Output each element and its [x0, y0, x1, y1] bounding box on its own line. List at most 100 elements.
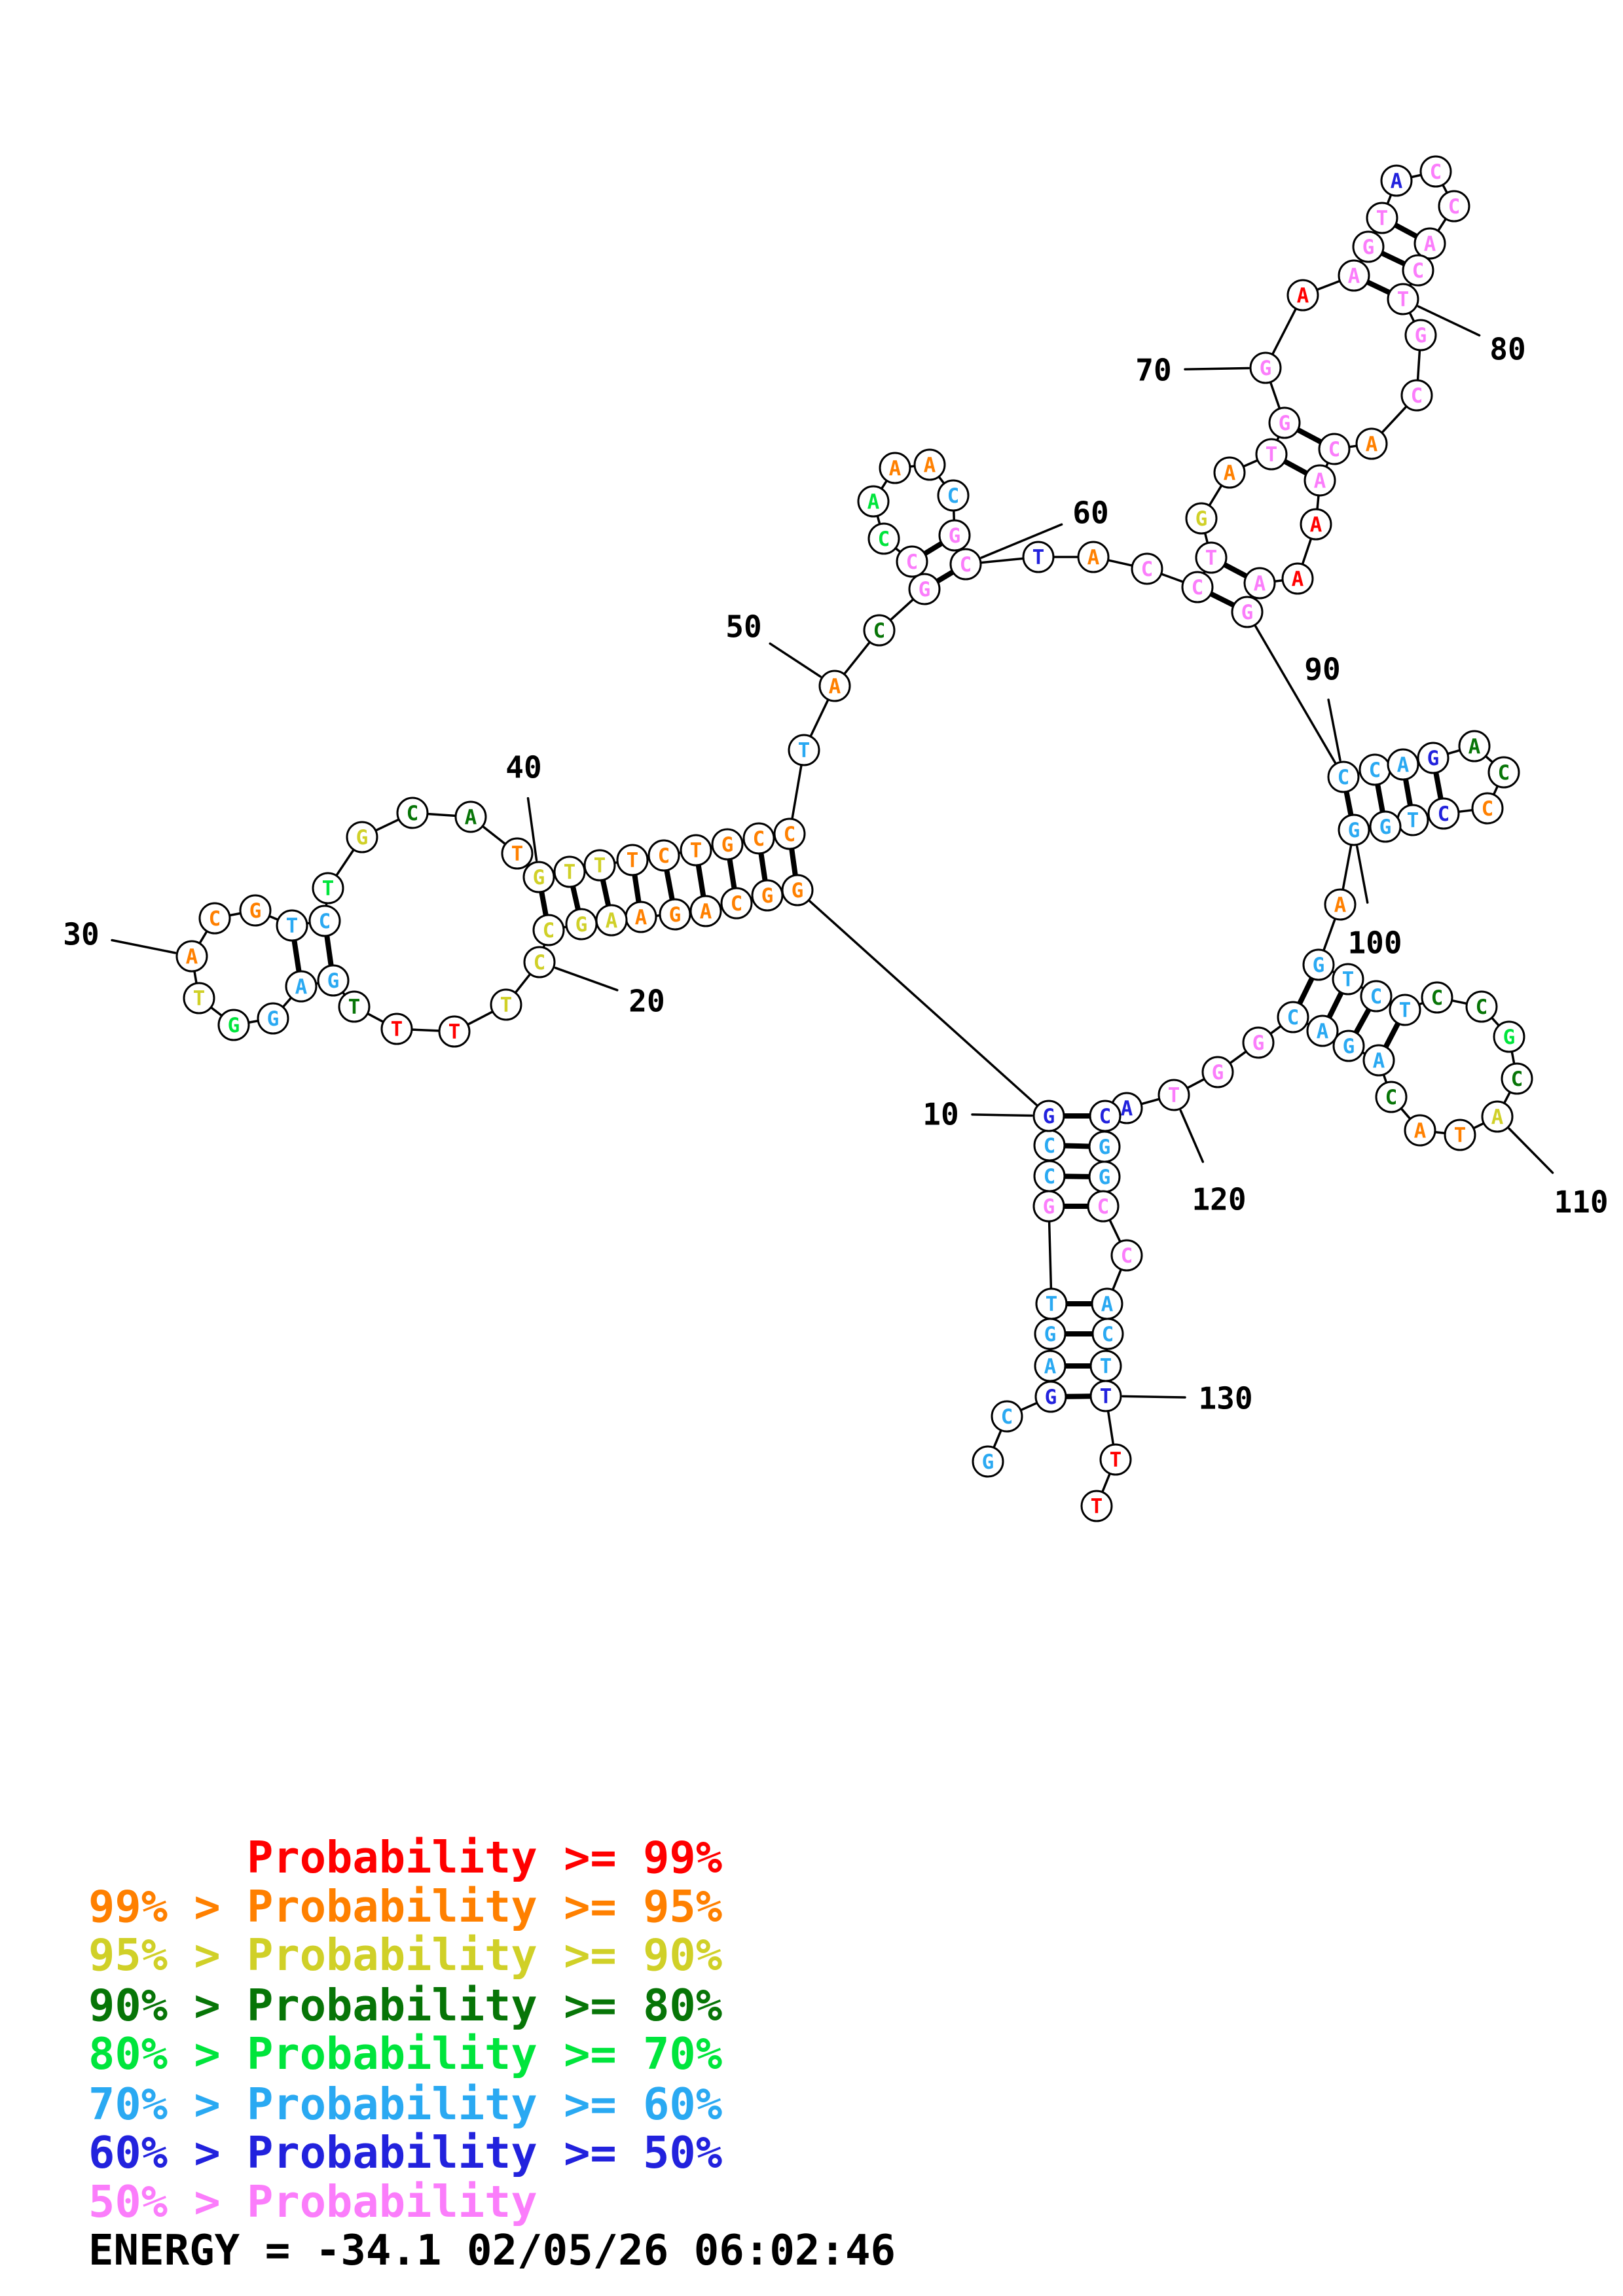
nucleotide-base-A78: A: [1424, 232, 1436, 256]
nucleotide-circle-C60: [949, 548, 982, 581]
nucleotide-circle-C97: [1427, 797, 1460, 830]
nucleotide-base-T21: T: [500, 994, 513, 1017]
nucleotide-circle-G108: [1493, 1020, 1525, 1053]
backbone-segment: [938, 476, 945, 484]
nucleotide-circle-G100: [1338, 814, 1370, 846]
nucleotide-circle-C58: [937, 479, 970, 512]
nucleotide-base-C9: C: [1044, 1134, 1056, 1158]
nucleotide-circle-T49: [788, 734, 820, 766]
backbone-segment: [1186, 1078, 1205, 1089]
label-leader-line: [1508, 1127, 1554, 1174]
nucleotide-circle-A72: [1338, 259, 1370, 292]
basepair-bond: [1383, 1020, 1401, 1050]
backbone-segment: [808, 899, 1038, 1107]
backbone-segment: [1243, 459, 1258, 468]
nucleotide-circle-G40: [522, 861, 555, 893]
nucleotide-base-C117: C: [1287, 1006, 1300, 1030]
backbone-segment: [467, 1011, 494, 1026]
nucleotide-base-C79: C: [1412, 259, 1425, 283]
nucleotide-circle-A110: [1481, 1100, 1514, 1133]
basepair-bond: [1403, 776, 1413, 808]
nucleotide-circle-T35: [312, 872, 344, 905]
backbone-segment: [1276, 436, 1280, 441]
basepair-bond: [1208, 591, 1237, 608]
backbone-segment: [1160, 573, 1184, 583]
nucleotide-circle-C117: [1277, 1001, 1309, 1033]
nucleotide-circle-A4: [1034, 1350, 1067, 1382]
nucleotide-base-A17: A: [606, 909, 618, 933]
nucleotide-circle-G115: [1332, 1030, 1365, 1062]
nucleotide-circle-G70: [1249, 351, 1282, 384]
nucleotide-base-A55: A: [867, 490, 880, 514]
nucleotide-circle-T74: [1366, 202, 1398, 234]
nucleotide-base-G25: G: [327, 969, 340, 993]
nucleotide-circle-C96: [1471, 792, 1504, 825]
nucleotide-base-G89: G: [1241, 601, 1254, 624]
nucleotide-base-T120: T: [1168, 1084, 1180, 1107]
nucleotide-circle-T41: [553, 855, 586, 888]
backbone-segment: [1400, 1107, 1412, 1120]
label-leader-line: [1179, 1109, 1205, 1163]
nucleotide-base-T103: T: [1342, 968, 1355, 992]
backbone-segment: [1493, 785, 1499, 795]
energy-line: ENERGY = -34.1 02/05/26 06:02:46: [88, 2227, 896, 2275]
nucleotide-circle-C19: [532, 914, 565, 946]
nucleotide-base-C96: C: [1482, 797, 1494, 821]
nucleotide-base-A101: A: [1334, 893, 1347, 917]
nucleotide-circle-T80: [1387, 283, 1419, 315]
nucleotide-circle-C44: [647, 839, 680, 872]
nucleotide-circle-G32: [239, 894, 272, 927]
nucleotide-circle-G93: [1417, 742, 1450, 774]
backbone-segment: [1434, 1130, 1446, 1135]
nucleotide-base-C91: C: [1369, 759, 1381, 782]
nucleotide-base-C104: C: [1370, 985, 1383, 1009]
nucleotide-circle-G18: [565, 908, 598, 941]
nucleotide-base-C54: C: [878, 528, 890, 551]
backbone-segment: [193, 970, 198, 984]
nucleotide-circle-G27: [257, 1002, 289, 1035]
basepair-bond: [1222, 562, 1249, 579]
backbone-segment: [335, 849, 355, 876]
nucleotide-base-T41: T: [564, 861, 576, 884]
nucleotide-base-C34: C: [319, 910, 331, 933]
basepair-bond: [1375, 781, 1385, 815]
nucleotide-circle-C109: [1501, 1062, 1533, 1095]
nucleotide-circle-T61: [1022, 541, 1055, 573]
nucleotide-base-A94: A: [1468, 735, 1481, 759]
basepair-bond: [539, 889, 549, 918]
legend-item-3: 95% > Probability >= 90%: [88, 1929, 722, 1981]
backbone-segment: [1418, 1001, 1424, 1006]
basepair-bond: [922, 541, 945, 556]
backbone-segment: [1447, 749, 1461, 755]
nucleotide-circle-A67: [1213, 456, 1246, 489]
nucleotide-base-A30: A: [186, 945, 198, 969]
nucleotide-circle-G69: [1268, 406, 1301, 439]
nucleotide-base-T105: T: [1399, 999, 1412, 1022]
nucleotide-circle-T111: [1444, 1119, 1476, 1151]
nucleotide-base-C47: C: [753, 827, 765, 851]
nucleotide-base-A26: A: [295, 975, 308, 999]
nucleotide-base-G3: G: [1045, 1386, 1057, 1409]
nucleotide-base-T43: T: [627, 849, 639, 872]
nucleotide-circle-G10: [1032, 1100, 1065, 1132]
nucleotide-circle-A57: [913, 448, 946, 481]
nucleotide-circle-G99: [1369, 810, 1402, 843]
nucleotide-base-T35: T: [322, 877, 335, 901]
nucleotide-circle-G52: [908, 573, 941, 605]
nucleotide-base-A14: A: [700, 900, 712, 924]
nucleotide-base-T45: T: [690, 839, 702, 863]
basepair-bond: [324, 933, 334, 969]
nucleotide-circle-T24: [338, 990, 371, 1023]
nucleotide-circle-G118: [1242, 1026, 1275, 1059]
basepair-bond: [600, 877, 611, 908]
nucleotide-base-G124: G: [1099, 1166, 1111, 1189]
backbone-segment: [198, 930, 208, 944]
backbone-segment: [993, 1429, 1002, 1448]
nucleotide-base-A114: A: [1373, 1049, 1385, 1073]
nucleotide-base-G81: G: [1415, 324, 1427, 348]
nucleotide-base-T111: T: [1454, 1124, 1467, 1147]
basepair-bond: [695, 862, 706, 899]
backbone-segment: [342, 991, 346, 996]
nucleotide-base-G70: G: [1260, 357, 1272, 380]
